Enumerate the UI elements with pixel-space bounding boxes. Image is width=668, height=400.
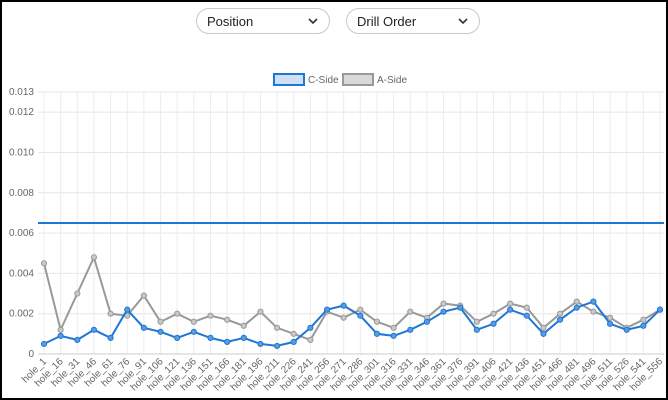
data-point xyxy=(40,260,48,267)
data-point xyxy=(57,326,64,333)
data-point xyxy=(40,340,48,348)
y-tick-label: 0.010 xyxy=(9,147,34,158)
data-point xyxy=(457,304,464,311)
y-tick-label: 0 xyxy=(28,349,34,360)
data-point xyxy=(273,324,281,331)
data-point xyxy=(606,320,614,327)
y-tick-label: 0.012 xyxy=(9,107,34,118)
legend-swatch-2 xyxy=(342,73,374,86)
data-point xyxy=(74,290,81,297)
data-point xyxy=(656,306,664,313)
drill-order-dropdown-value: Drill Order xyxy=(357,13,417,29)
data-point xyxy=(357,306,364,313)
data-point xyxy=(590,298,597,305)
x-axis: hole_1hole_16hole_31hole_46hole_61hole_7… xyxy=(20,92,665,393)
line-chart: C-Side A-Side 0 0.002 0.004 0.006 0.008 0.010 0.… xyxy=(9,73,665,393)
data-point xyxy=(490,320,497,327)
data-point xyxy=(107,310,114,317)
data-point xyxy=(157,318,164,325)
data-point xyxy=(257,308,264,315)
series-2 xyxy=(40,254,664,343)
data-point xyxy=(423,318,431,325)
position-dropdown[interactable]: Position xyxy=(196,8,330,34)
data-point xyxy=(290,338,297,346)
data-point xyxy=(623,326,630,333)
data-point xyxy=(540,324,547,331)
data-point xyxy=(373,318,381,325)
data-point xyxy=(174,334,181,341)
data-point xyxy=(90,326,98,333)
data-point xyxy=(290,330,297,337)
data-point xyxy=(390,324,397,331)
data-point xyxy=(340,302,347,309)
series-1 xyxy=(40,298,664,350)
data-point xyxy=(523,304,530,311)
data-point xyxy=(557,316,564,323)
data-point xyxy=(74,336,81,343)
data-point xyxy=(640,316,647,323)
data-point xyxy=(140,324,147,331)
data-point xyxy=(540,330,547,337)
chevron-down-icon xyxy=(458,18,468,25)
data-point xyxy=(340,314,347,321)
data-point xyxy=(507,306,514,313)
data-point xyxy=(490,310,497,317)
data-point xyxy=(640,322,647,329)
data-point xyxy=(573,304,580,311)
data-point xyxy=(523,312,530,319)
data-point xyxy=(240,322,247,329)
data-point xyxy=(257,340,264,348)
legend-label-2: A-Side xyxy=(377,75,407,86)
data-point xyxy=(124,306,131,313)
data-point xyxy=(473,318,480,325)
data-point xyxy=(440,308,447,315)
data-point xyxy=(207,334,214,341)
data-point xyxy=(590,308,597,315)
data-point xyxy=(190,328,197,335)
data-point xyxy=(190,318,197,325)
data-point xyxy=(307,324,314,331)
data-point xyxy=(606,314,614,321)
y-tick-label: 0.006 xyxy=(9,228,34,239)
data-point xyxy=(323,306,331,313)
data-point xyxy=(240,334,247,341)
data-point xyxy=(357,312,364,319)
data-point xyxy=(473,326,480,333)
data-point xyxy=(224,316,231,323)
y-tick-label: 0.013 xyxy=(9,87,34,98)
y-tick-label: 0.008 xyxy=(9,188,34,199)
y-tick-label: 0.004 xyxy=(9,268,34,279)
y-tick-label: 0.002 xyxy=(9,309,34,320)
data-point xyxy=(407,326,414,333)
data-point xyxy=(273,342,281,350)
data-point xyxy=(390,332,397,339)
data-point xyxy=(140,292,147,299)
legend-label-1: C-Side xyxy=(308,75,339,86)
legend: C-Side A-Side xyxy=(273,73,407,86)
data-point xyxy=(107,334,114,341)
series-line-2 xyxy=(43,254,661,342)
data-point xyxy=(157,328,164,335)
data-point xyxy=(224,338,231,346)
data-point xyxy=(407,308,414,315)
data-point xyxy=(174,310,181,317)
data-point xyxy=(507,300,514,307)
data-point xyxy=(373,330,381,337)
data-point xyxy=(573,298,580,305)
data-point xyxy=(57,332,64,339)
drill-order-dropdown[interactable]: Drill Order xyxy=(346,8,480,34)
legend-swatch-1 xyxy=(273,73,305,86)
data-point xyxy=(90,254,98,261)
chevron-down-icon xyxy=(308,18,318,25)
data-point xyxy=(440,300,447,307)
data-point xyxy=(207,312,214,319)
position-dropdown-value: Position xyxy=(207,13,254,29)
data-point xyxy=(307,336,314,343)
data-point xyxy=(557,310,564,317)
